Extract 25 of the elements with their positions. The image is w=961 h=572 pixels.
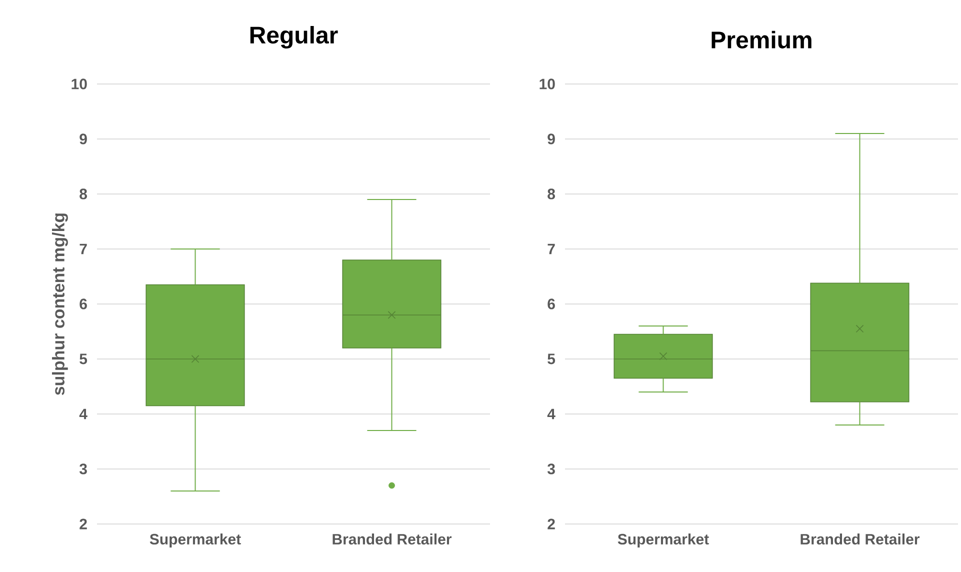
x-tick-label: Supermarket xyxy=(618,534,709,548)
y-axis-title: sulphur content mg/kg xyxy=(52,214,68,396)
x-tick-label: Branded Retailer xyxy=(332,534,452,545)
y-tick-label: 10 xyxy=(540,78,555,90)
y-tick-label: 7 xyxy=(548,244,555,254)
y-tick-label: 5 xyxy=(548,354,556,364)
y-tick-label: 7 xyxy=(80,244,87,254)
y-tick-label: 6 xyxy=(548,298,555,310)
x-tick-label: Branded Retailer xyxy=(800,534,920,545)
y-tick-label: 2 xyxy=(548,518,555,530)
y-tick-label: 4 xyxy=(79,408,88,420)
y-tick-label: 10 xyxy=(72,78,87,90)
y-tick-label: 3 xyxy=(79,464,87,474)
y-tick-label: 9 xyxy=(80,134,87,144)
x-tick-label: Supermarket xyxy=(150,534,241,548)
chart-title: Premium xyxy=(712,30,812,48)
chart-title: Regular xyxy=(250,26,338,48)
y-tick-label: 2 xyxy=(80,518,87,530)
y-tick-label: 8 xyxy=(548,188,555,200)
y-tick-label: 6 xyxy=(80,298,87,310)
y-tick-label: 4 xyxy=(547,408,556,420)
y-tick-label: 9 xyxy=(548,134,555,144)
y-tick-label: 3 xyxy=(547,464,555,474)
y-tick-label: 8 xyxy=(80,188,88,200)
y-tick-label: 5 xyxy=(80,354,88,364)
